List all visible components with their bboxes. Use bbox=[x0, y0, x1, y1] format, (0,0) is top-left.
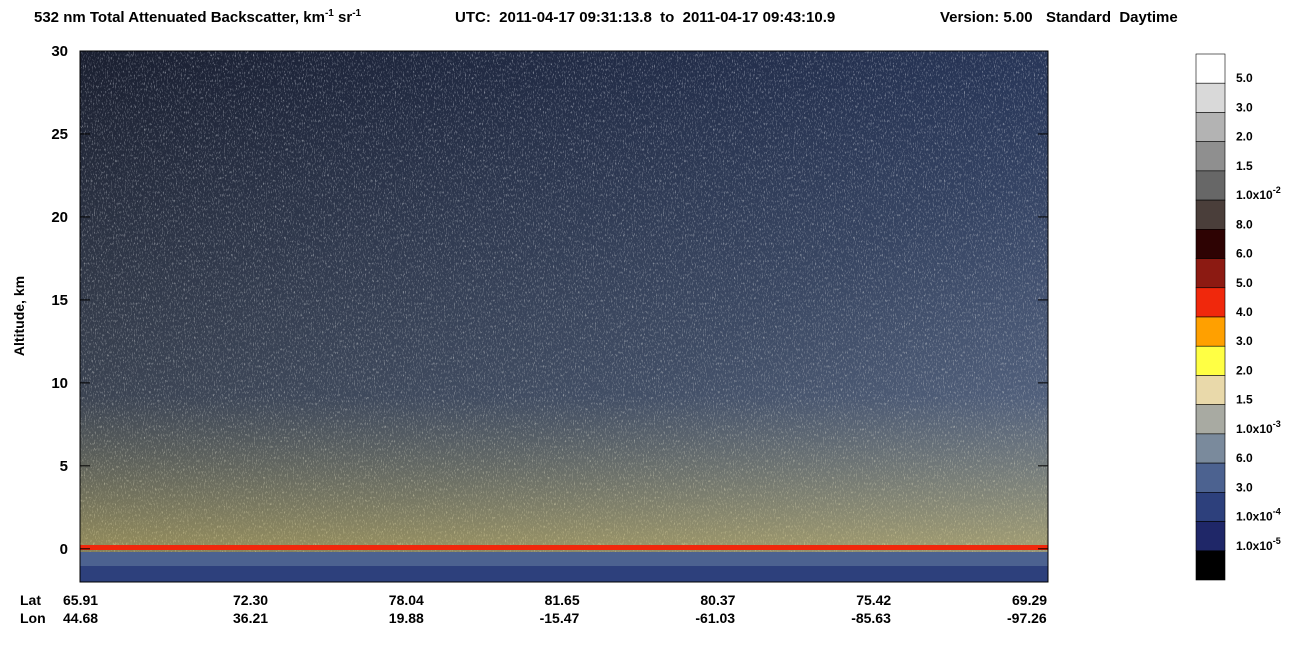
product: Standard Daytime bbox=[1046, 9, 1178, 26]
colorbar-swatch bbox=[1195, 492, 1226, 522]
y-tick-label: 5 bbox=[60, 458, 68, 475]
colorbar-swatch bbox=[1195, 345, 1226, 376]
colorbar-exponent: -5 bbox=[1273, 536, 1281, 546]
y-tick-label: 20 bbox=[51, 209, 68, 226]
colorbar-swatch bbox=[1195, 258, 1226, 289]
colorbar-mantissa: 1.0x10 bbox=[1236, 539, 1273, 553]
x-tick-label: 65.91 bbox=[63, 592, 98, 608]
colorbar-mantissa: 8.0 bbox=[1236, 217, 1253, 231]
y-tick-label: 25 bbox=[51, 126, 68, 143]
colorbar-label: 6.0 bbox=[1236, 451, 1253, 465]
x-tick-label: 69.29 bbox=[1012, 592, 1047, 608]
x-tick-label: -85.63 bbox=[851, 610, 891, 626]
colorbar-label: 1.0x10-3 bbox=[1236, 419, 1281, 436]
colorbar-mantissa: 6.0 bbox=[1236, 451, 1253, 465]
colorbar-label: 1.0x10-5 bbox=[1236, 536, 1281, 553]
x-tick-label: 81.65 bbox=[545, 592, 580, 608]
colorbar-label: 1.0x10-4 bbox=[1236, 507, 1281, 524]
colorbar-swatch bbox=[1195, 141, 1226, 172]
colorbar-label: 1.5 bbox=[1236, 393, 1253, 407]
x-tick-label: -61.03 bbox=[695, 610, 735, 626]
colorbar-mantissa: 6.0 bbox=[1236, 247, 1253, 261]
x-tick-label: 19.88 bbox=[389, 610, 424, 626]
colorbar-swatch bbox=[1195, 199, 1226, 230]
colorbar-mantissa: 3.0 bbox=[1236, 100, 1253, 114]
colorbar-swatch bbox=[1195, 287, 1226, 318]
chart-title: 532 nm Total Attenuated Backscatter, km-… bbox=[34, 8, 362, 26]
x-tick-label: 78.04 bbox=[389, 592, 424, 608]
colorbar-swatch bbox=[1195, 550, 1226, 581]
colorbar-label: 3.0 bbox=[1236, 100, 1253, 114]
colorbar-label: 3.0 bbox=[1236, 334, 1253, 348]
version: Version: 5.00 bbox=[940, 9, 1033, 26]
y-tick-label: 30 bbox=[51, 43, 68, 60]
y-tick-label: 0 bbox=[60, 541, 68, 558]
colorbar-label: 2.0 bbox=[1236, 130, 1253, 144]
colorbar-swatch bbox=[1195, 112, 1226, 142]
colorbar-swatch bbox=[1195, 229, 1226, 259]
colorbar-mantissa: 3.0 bbox=[1236, 334, 1253, 348]
title-sup: -1 bbox=[325, 8, 334, 19]
colorbar-label: 3.0 bbox=[1236, 480, 1253, 494]
x-tick-label: -97.26 bbox=[1007, 610, 1047, 626]
title-text: sr bbox=[334, 9, 353, 26]
y-tick-label: 15 bbox=[51, 292, 68, 309]
x-row-name: Lon bbox=[20, 610, 46, 626]
y-tick-label: 10 bbox=[51, 375, 68, 392]
colorbar-swatch bbox=[1195, 375, 1226, 405]
colorbar-swatch bbox=[1195, 404, 1226, 435]
colorbar-label: 2.0 bbox=[1236, 363, 1253, 377]
colorbar-exponent: -3 bbox=[1273, 419, 1281, 429]
x-tick-label: 36.21 bbox=[233, 610, 268, 626]
colorbar-mantissa: 5.0 bbox=[1236, 276, 1253, 290]
x-tick-label: 75.42 bbox=[856, 592, 891, 608]
colorbar-mantissa: 4.0 bbox=[1236, 305, 1253, 319]
colorbar-mantissa: 5.0 bbox=[1236, 71, 1253, 85]
colorbar-mantissa: 1.5 bbox=[1236, 393, 1253, 407]
colorbar-label: 5.0 bbox=[1236, 276, 1253, 290]
colorbar-mantissa: 2.0 bbox=[1236, 130, 1253, 144]
y-axis-label: Altitude, km bbox=[11, 276, 27, 356]
colorbar-label: 5.0 bbox=[1236, 71, 1253, 85]
colorbar-swatch bbox=[1195, 462, 1226, 493]
title-text: 532 nm Total Attenuated Backscatter, km bbox=[34, 9, 325, 26]
curtain-backdrop bbox=[80, 51, 1048, 582]
colorbar-swatch bbox=[1195, 53, 1226, 84]
x-tick-label: 72.30 bbox=[233, 592, 268, 608]
x-tick-label: 80.37 bbox=[700, 592, 735, 608]
colorbar-mantissa: 1.5 bbox=[1236, 159, 1253, 173]
colorbar-exponent: -2 bbox=[1273, 185, 1281, 195]
x-tick-label: -15.47 bbox=[540, 610, 580, 626]
plot-frame bbox=[79, 50, 1049, 583]
colorbar-swatch bbox=[1195, 316, 1226, 347]
colorbar-mantissa: 1.0x10 bbox=[1236, 188, 1273, 202]
colorbar-label: 6.0 bbox=[1236, 247, 1253, 261]
title-sup: -1 bbox=[352, 8, 361, 19]
colorbar-mantissa: 1.0x10 bbox=[1236, 422, 1273, 436]
colorbar-mantissa: 2.0 bbox=[1236, 363, 1253, 377]
utc-range: UTC: 2011-04-17 09:31:13.8 to 2011-04-17… bbox=[455, 9, 835, 26]
x-row-name: Lat bbox=[20, 592, 41, 608]
colorbar-label: 1.5 bbox=[1236, 159, 1253, 173]
colorbar-label: 8.0 bbox=[1236, 217, 1253, 231]
colorbar-swatch bbox=[1195, 521, 1226, 552]
colorbar-label: 4.0 bbox=[1236, 305, 1253, 319]
colorbar-swatch bbox=[1195, 170, 1226, 201]
colorbar-label: 1.0x10-2 bbox=[1236, 185, 1281, 202]
colorbar-exponent: -4 bbox=[1273, 507, 1281, 517]
colorbar-swatch bbox=[1195, 433, 1226, 464]
x-tick-label: 44.68 bbox=[63, 610, 98, 626]
colorbar-mantissa: 3.0 bbox=[1236, 480, 1253, 494]
colorbar-mantissa: 1.0x10 bbox=[1236, 510, 1273, 524]
colorbar-swatch bbox=[1195, 82, 1226, 113]
